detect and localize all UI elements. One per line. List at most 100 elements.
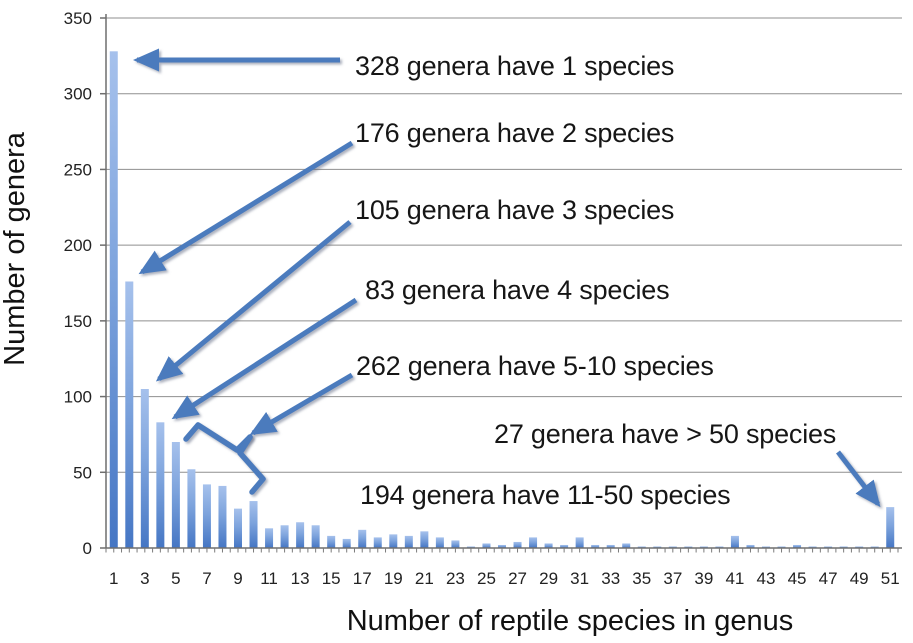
y-tick-label-300: 300 [64, 85, 92, 104]
annotation-328-genera-1-species: 328 genera have 1 species [355, 51, 675, 81]
x-tick-label-9: 9 [233, 569, 242, 588]
arrow-to-bar-2 [138, 140, 354, 275]
x-tick-label-19: 19 [384, 569, 403, 588]
bar-14 [311, 525, 320, 548]
bar-43 [762, 546, 770, 548]
arrow-to-bar-51 [836, 450, 881, 508]
x-tick-label-17: 17 [353, 569, 372, 588]
bar-32 [591, 544, 600, 548]
bar-38 [684, 546, 693, 548]
x-tick-label-11: 11 [260, 569, 278, 588]
annotation-83-genera-4-species: 83 genera have 4 species [365, 275, 670, 305]
bar-23 [451, 540, 460, 548]
bar-24 [466, 546, 475, 548]
bar-20 [404, 535, 413, 548]
x-tick-label-31: 31 [570, 569, 589, 588]
bar-45 [793, 544, 802, 548]
bar-51 [886, 507, 895, 548]
bar-10 [249, 501, 258, 548]
bar-33 [606, 544, 615, 548]
x-tick-label-25: 25 [477, 569, 496, 588]
annotation-27-genera-gt-50-species: 27 genera have > 50 species [494, 419, 837, 449]
bar-19 [389, 534, 398, 548]
bar-8 [218, 485, 227, 548]
bar-11 [265, 528, 274, 548]
bar-15 [327, 535, 336, 548]
bar-5 [171, 442, 180, 548]
x-tick-label-27: 27 [508, 569, 527, 588]
x-tick-marks [105, 548, 899, 553]
x-tick-label-49: 49 [850, 569, 869, 588]
bar-1 [109, 51, 118, 549]
annotation-arrows-group [133, 48, 881, 508]
brace-bars-5-10-upper [183, 422, 253, 453]
y-tick-label-50: 50 [73, 463, 92, 482]
bar-49 [855, 546, 864, 548]
bar-37 [668, 546, 677, 548]
bar-3 [140, 389, 149, 548]
bar-48 [839, 546, 848, 548]
x-tick-label-3: 3 [140, 569, 149, 588]
x-tick-label-33: 33 [601, 569, 620, 588]
bar-22 [435, 537, 444, 548]
bar-40 [715, 546, 724, 548]
bar-9 [234, 508, 242, 548]
bar-4 [156, 422, 165, 548]
y-tick-label-250: 250 [64, 160, 92, 179]
bar-26 [498, 544, 506, 548]
bar-25 [482, 543, 491, 548]
bar-21 [420, 531, 429, 548]
arrow-to-bar-3 [155, 220, 352, 382]
x-tick-label-21: 21 [415, 569, 434, 588]
y-tick-label-150: 150 [64, 312, 92, 331]
arrow-to-bar-4 [171, 297, 358, 420]
x-tick-label-41: 41 [725, 569, 744, 588]
y-tick-labels: 0 50 100 150 200 250 300 350 [64, 9, 92, 558]
x-tick-labels: 1 3 5 7 9 11 13 15 17 19 21 23 25 27 29 31 33 35 37 39 41 43 4… [109, 569, 900, 588]
bar-44 [777, 546, 786, 548]
x-tick-label-37: 37 [663, 569, 682, 588]
bar-50 [870, 546, 879, 548]
bar-28 [529, 537, 538, 548]
y-tick-label-350: 350 [64, 9, 92, 28]
annotation-176-genera-2-species: 176 genera have 2 species [355, 118, 675, 148]
bar-35 [637, 546, 646, 548]
bar-39 [699, 546, 708, 548]
bar-6 [187, 469, 196, 548]
x-tick-label-15: 15 [322, 569, 341, 588]
bar-13 [296, 522, 305, 548]
x-tick-label-45: 45 [788, 569, 807, 588]
x-tick-label-1: 1 [109, 569, 118, 588]
x-tick-label-5: 5 [171, 569, 180, 588]
bar-27 [513, 541, 522, 548]
bar-36 [653, 546, 662, 548]
bar-29 [544, 543, 553, 548]
annotation-105-genera-3-species: 105 genera have 3 species [355, 195, 675, 225]
bar-47 [824, 546, 833, 548]
arrow-to-bars-5-10 [249, 372, 354, 436]
bar-31 [575, 537, 584, 548]
x-tick-label-51: 51 [881, 569, 900, 588]
y-tick-label-0: 0 [83, 539, 92, 558]
bar-30 [560, 544, 569, 548]
x-tick-label-13: 13 [291, 569, 310, 588]
bar-7 [202, 484, 211, 548]
x-tick-label-43: 43 [757, 569, 776, 588]
x-tick-label-39: 39 [694, 569, 713, 588]
bar-16 [342, 538, 351, 548]
brace-bars-5-10-lower [237, 434, 266, 495]
bar-41 [730, 535, 739, 548]
x-axis-title: Number of reptile species in genus [347, 605, 794, 637]
annotation-262-genera-5-10-species: 262 genera have 5-10 species [356, 351, 714, 381]
axes-group [105, 14, 902, 549]
x-tick-label-35: 35 [632, 569, 651, 588]
bar-34 [622, 543, 631, 548]
bar-12 [280, 525, 289, 548]
bar-18 [373, 537, 382, 548]
y-axis-title: Number of genera [0, 131, 31, 366]
bar-17 [358, 529, 367, 548]
y-tick-label-100: 100 [64, 388, 92, 407]
gridlines-group [100, 17, 902, 549]
